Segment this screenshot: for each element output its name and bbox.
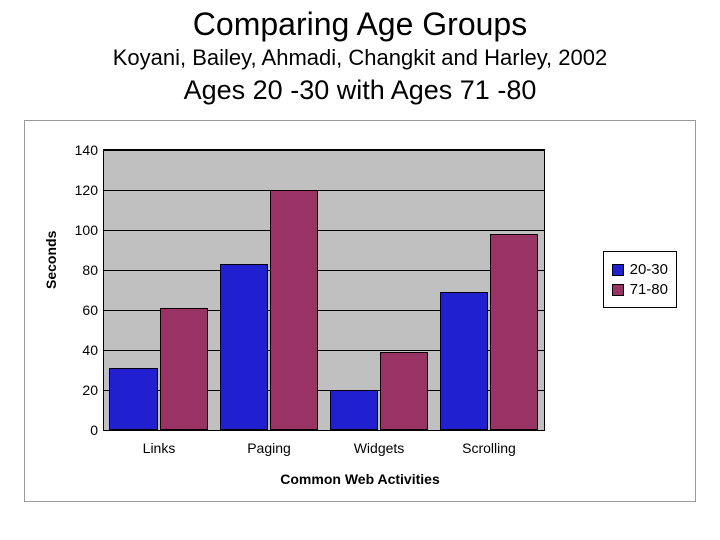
- titles-block: Comparing Age Groups Koyani, Bailey, Ahm…: [0, 0, 720, 106]
- y-tick-label: 0: [90, 422, 98, 438]
- legend-item: 20-30: [612, 261, 668, 278]
- x-tick-label: Scrolling: [462, 440, 516, 456]
- bar-71-80-paging: [270, 190, 318, 430]
- legend-swatch-icon: [612, 284, 624, 296]
- y-tick-label: 80: [82, 262, 98, 278]
- bar-20-30-paging: [220, 264, 268, 430]
- bar-20-30-scrolling: [440, 292, 488, 430]
- bar-71-80-scrolling: [490, 234, 538, 430]
- y-tick-label: 100: [75, 222, 98, 238]
- bar-20-30-links: [109, 368, 157, 430]
- x-axis-label: Common Web Activities: [25, 471, 695, 487]
- legend-swatch-icon: [612, 264, 624, 276]
- y-tick-label: 140: [75, 142, 98, 158]
- legend-item: 71-80: [612, 281, 668, 298]
- chart-container: Seconds 020406080100120140LinksPagingWid…: [24, 120, 696, 502]
- gridline: [104, 270, 544, 271]
- gridline: [104, 430, 544, 431]
- bar-71-80-widgets: [380, 352, 428, 430]
- page-title: Comparing Age Groups: [0, 6, 720, 43]
- gridline: [104, 230, 544, 231]
- y-tick-label: 120: [75, 182, 98, 198]
- legend-label: 71-80: [630, 281, 668, 298]
- gridline: [104, 150, 544, 151]
- bar-20-30-widgets: [330, 390, 378, 430]
- y-tick-label: 20: [82, 382, 98, 398]
- legend: 20-30 71-80: [603, 251, 677, 308]
- x-tick-label: Links: [143, 440, 176, 456]
- comparison-title: Ages 20 -30 with Ages 71 -80: [0, 75, 720, 106]
- x-tick-label: Widgets: [354, 440, 405, 456]
- x-tick-label: Paging: [247, 440, 291, 456]
- y-axis-label: Seconds: [43, 231, 59, 289]
- bar-71-80-links: [160, 308, 208, 430]
- y-tick-label: 40: [82, 342, 98, 358]
- plot-area: 020406080100120140LinksPagingWidgetsScro…: [103, 149, 545, 431]
- legend-label: 20-30: [630, 261, 668, 278]
- gridline: [104, 190, 544, 191]
- y-tick-label: 60: [82, 302, 98, 318]
- subtitle-citation: Koyani, Bailey, Ahmadi, Changkit and Har…: [0, 45, 720, 71]
